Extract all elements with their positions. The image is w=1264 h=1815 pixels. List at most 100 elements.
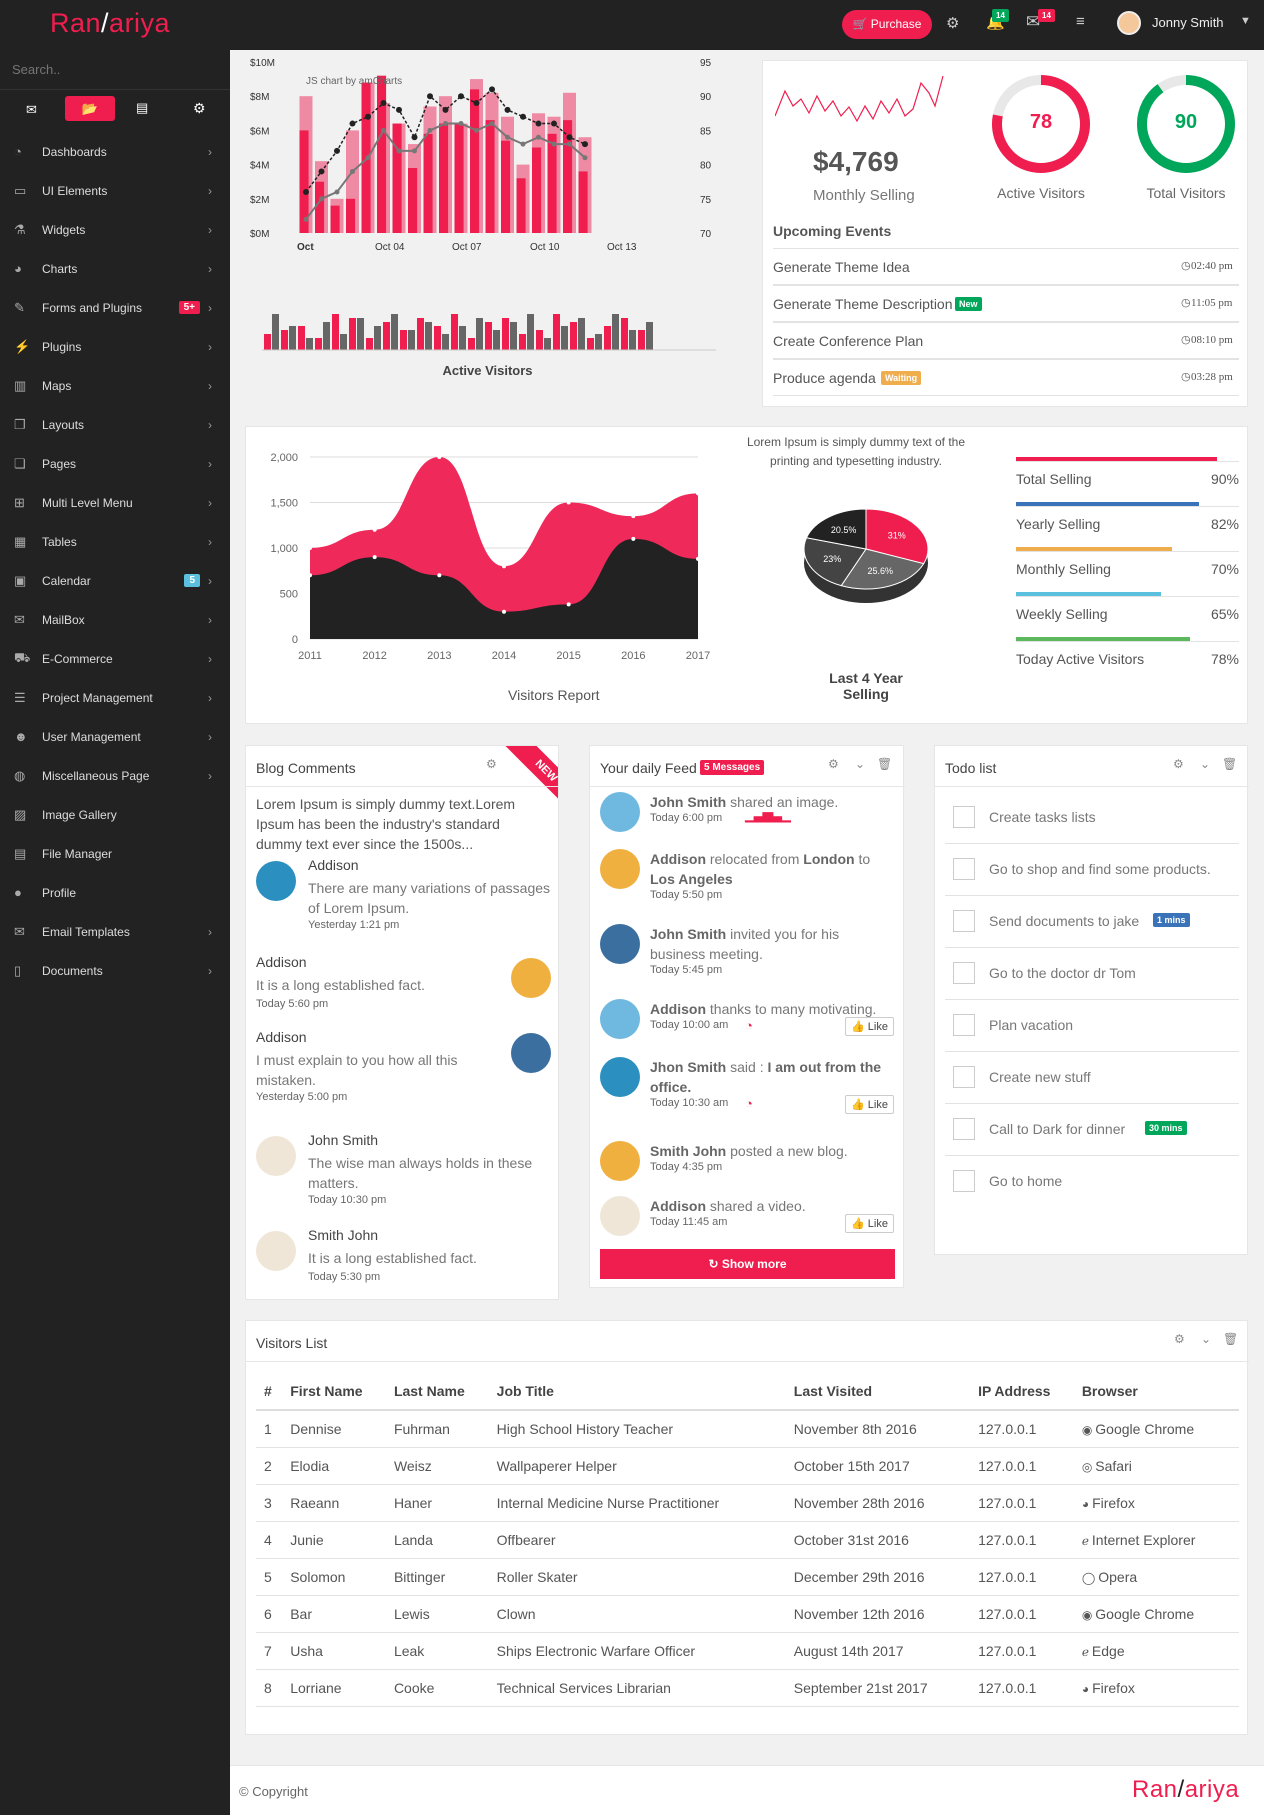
sidebar-item-ui-elements[interactable]: ▭ UI Elements › [0,171,230,210]
table-row[interactable]: 5 Solomon Bittinger Roller Skater December 2… [256,1558,1239,1596]
envelope-icon[interactable]: ✉ [26,102,37,117]
comment-author[interactable]: Addison [256,1029,307,1045]
menu-icon[interactable]: ≡ [1076,13,1085,30]
sidebar-item-profile[interactable]: ● Profile [0,873,230,912]
gear-icon[interactable]: ⚙ [486,757,497,771]
todo-checkbox[interactable] [953,806,975,828]
avatar[interactable] [600,1141,640,1181]
show-more-button[interactable]: ↻ Show more [600,1249,895,1279]
avatar[interactable] [600,1057,640,1097]
todo-item[interactable]: Create new stuff [945,1052,1239,1104]
todo-checkbox[interactable] [953,1118,975,1140]
gear-icon[interactable]: ⚙ [1174,1332,1185,1346]
todo-checkbox[interactable] [953,1170,975,1192]
comment-author[interactable]: Addison [256,954,307,970]
gear-icon[interactable]: ⚙ [946,15,960,32]
table-row[interactable]: 3 Raeann Haner Internal Medicine Nurse Prac… [256,1484,1239,1522]
sidebar-item-image-gallery[interactable]: ▨ Image Gallery [0,795,230,834]
todo-item[interactable]: Call to Dark for dinner 30 mins [945,1104,1239,1156]
table-row[interactable]: 8 Lorriane Cooke Technical Services Librari… [256,1669,1239,1707]
sidebar-item-plugins[interactable]: ⚡ Plugins › [0,327,230,366]
todo-item[interactable]: Send documents to jake 1 mins [945,896,1239,948]
sidebar-item-email-templates[interactable]: ✉ Email Templates › [0,912,230,951]
table-row[interactable]: 2 Elodia Weisz Wallpaperer Helper October 15… [256,1447,1239,1485]
chevron-down-icon[interactable]: ⌄ [855,757,866,771]
trash-icon[interactable]: 🗑 [877,757,893,771]
avatar[interactable] [600,792,640,832]
user-name[interactable]: Jonny Smith [1152,15,1224,30]
todo-checkbox[interactable] [953,910,975,932]
comment-author[interactable]: Smith John [308,1227,379,1243]
trash-icon[interactable]: 🗑 [1222,757,1238,771]
avatar[interactable] [256,1231,296,1271]
chevron-down-icon[interactable]: ⌄ [1201,1332,1212,1346]
event-item[interactable]: Generate Theme Description New ◷ 11:05 pm [773,285,1239,322]
sidebar-item-e-commerce[interactable]: ⛟ E-Commerce › [0,639,230,678]
todo-item[interactable]: Go to home [945,1156,1239,1208]
todo-item[interactable]: Go to the doctor dr Tom [945,948,1239,1000]
todo-checkbox[interactable] [953,962,975,984]
event-item[interactable]: Create Conference Plan ◷ 08:10 pm [773,322,1239,359]
feed-author[interactable]: Addison [650,1198,706,1214]
column-header[interactable]: Browser [1077,1373,1239,1411]
avatar[interactable] [511,1033,551,1073]
table-row[interactable]: 4 Junie Landa Offbearer October 31st 2016 127… [256,1521,1239,1559]
avatar[interactable] [600,924,640,964]
column-header[interactable]: Job Title [492,1373,790,1411]
comment-author[interactable]: Addison [308,857,359,873]
sidebar-item-widgets[interactable]: ⚗ Widgets › [0,210,230,249]
sidebar-item-maps[interactable]: ▥ Maps › [0,366,230,405]
todo-item[interactable]: Go to shop and find some products. [945,844,1239,896]
sidebar-item-charts[interactable]: ◕ Charts › [0,249,230,288]
avatar[interactable] [511,958,551,998]
trash-icon[interactable]: 🗑 [1223,1332,1239,1346]
table-row[interactable]: 1 Dennise Fuhrman High School History Teach… [256,1410,1239,1448]
sidebar-item-layouts[interactable]: ❐ Layouts › [0,405,230,444]
gear-icon[interactable]: ⚙ [193,100,206,116]
sidebar-item-project-management[interactable]: ☰ Project Management › [0,678,230,717]
gear-icon[interactable]: ⚙ [828,757,839,771]
like-button[interactable]: 👍 Like [845,1095,894,1114]
column-header[interactable]: Last Name [389,1373,493,1411]
sidebar-item-file-manager[interactable]: ▤ File Manager [0,834,230,873]
chevron-down-icon[interactable]: ▼ [1240,15,1251,27]
event-item[interactable]: Generate Theme Idea ◷ 02:40 pm [773,248,1239,285]
sidebar-item-calendar[interactable]: ▣ Calendar 5 › [0,561,230,600]
avatar[interactable] [600,849,640,889]
footer-logo[interactable]: Ran/ariya [1132,1776,1240,1803]
sidebar-item-tables[interactable]: ▦ Tables › [0,522,230,561]
todo-checkbox[interactable] [953,1066,975,1088]
todo-item[interactable]: Create tasks lists [945,792,1239,844]
event-item[interactable]: Produce agenda Waiting ◷ 03:28 pm [773,359,1239,396]
sidebar-item-multi-level-menu[interactable]: ⊞ Multi Level Menu › [0,483,230,522]
todo-item[interactable]: Plan vacation [945,1000,1239,1052]
column-header[interactable]: IP Address [974,1373,1078,1411]
chevron-down-icon[interactable]: ⌄ [1200,757,1211,771]
avatar[interactable] [256,1136,296,1176]
search-input[interactable] [0,50,230,90]
sidebar-item-dashboards[interactable]: ◔ Dashboards › [0,132,230,171]
mail-icon[interactable]: ✉ [1026,12,1041,31]
feed-author[interactable]: Addison [650,1001,706,1017]
todo-checkbox[interactable] [953,858,975,880]
todo-checkbox[interactable] [953,1014,975,1036]
column-header[interactable]: # [256,1373,287,1411]
sidebar-item-documents[interactable]: ▯ Documents › [0,951,230,990]
feed-author[interactable]: Addison [650,851,706,867]
feed-author[interactable]: John Smith [650,794,727,810]
sidebar-item-miscellaneous-page[interactable]: ◍ Miscellaneous Page › [0,756,230,795]
folder-icon[interactable]: 📂 [65,96,115,121]
comment-author[interactable]: John Smith [308,1132,379,1148]
column-header[interactable]: First Name [286,1373,390,1411]
avatar[interactable] [256,861,296,901]
table-row[interactable]: 7 Usha Leak Ships Electronic Warfare Office… [256,1632,1239,1670]
bar-chart-icon[interactable]: ▤ [136,100,149,115]
like-button[interactable]: 👍 Like [845,1017,894,1036]
avatar[interactable] [600,1196,640,1236]
sidebar-item-mailbox[interactable]: ✉ MailBox › [0,600,230,639]
like-button[interactable]: 👍 Like [845,1214,894,1233]
logo[interactable]: Ran/ariya [50,8,171,38]
sidebar-item-user-management[interactable]: ☻ User Management › [0,717,230,756]
feed-author[interactable]: John Smith [650,926,727,942]
avatar[interactable] [600,999,640,1039]
